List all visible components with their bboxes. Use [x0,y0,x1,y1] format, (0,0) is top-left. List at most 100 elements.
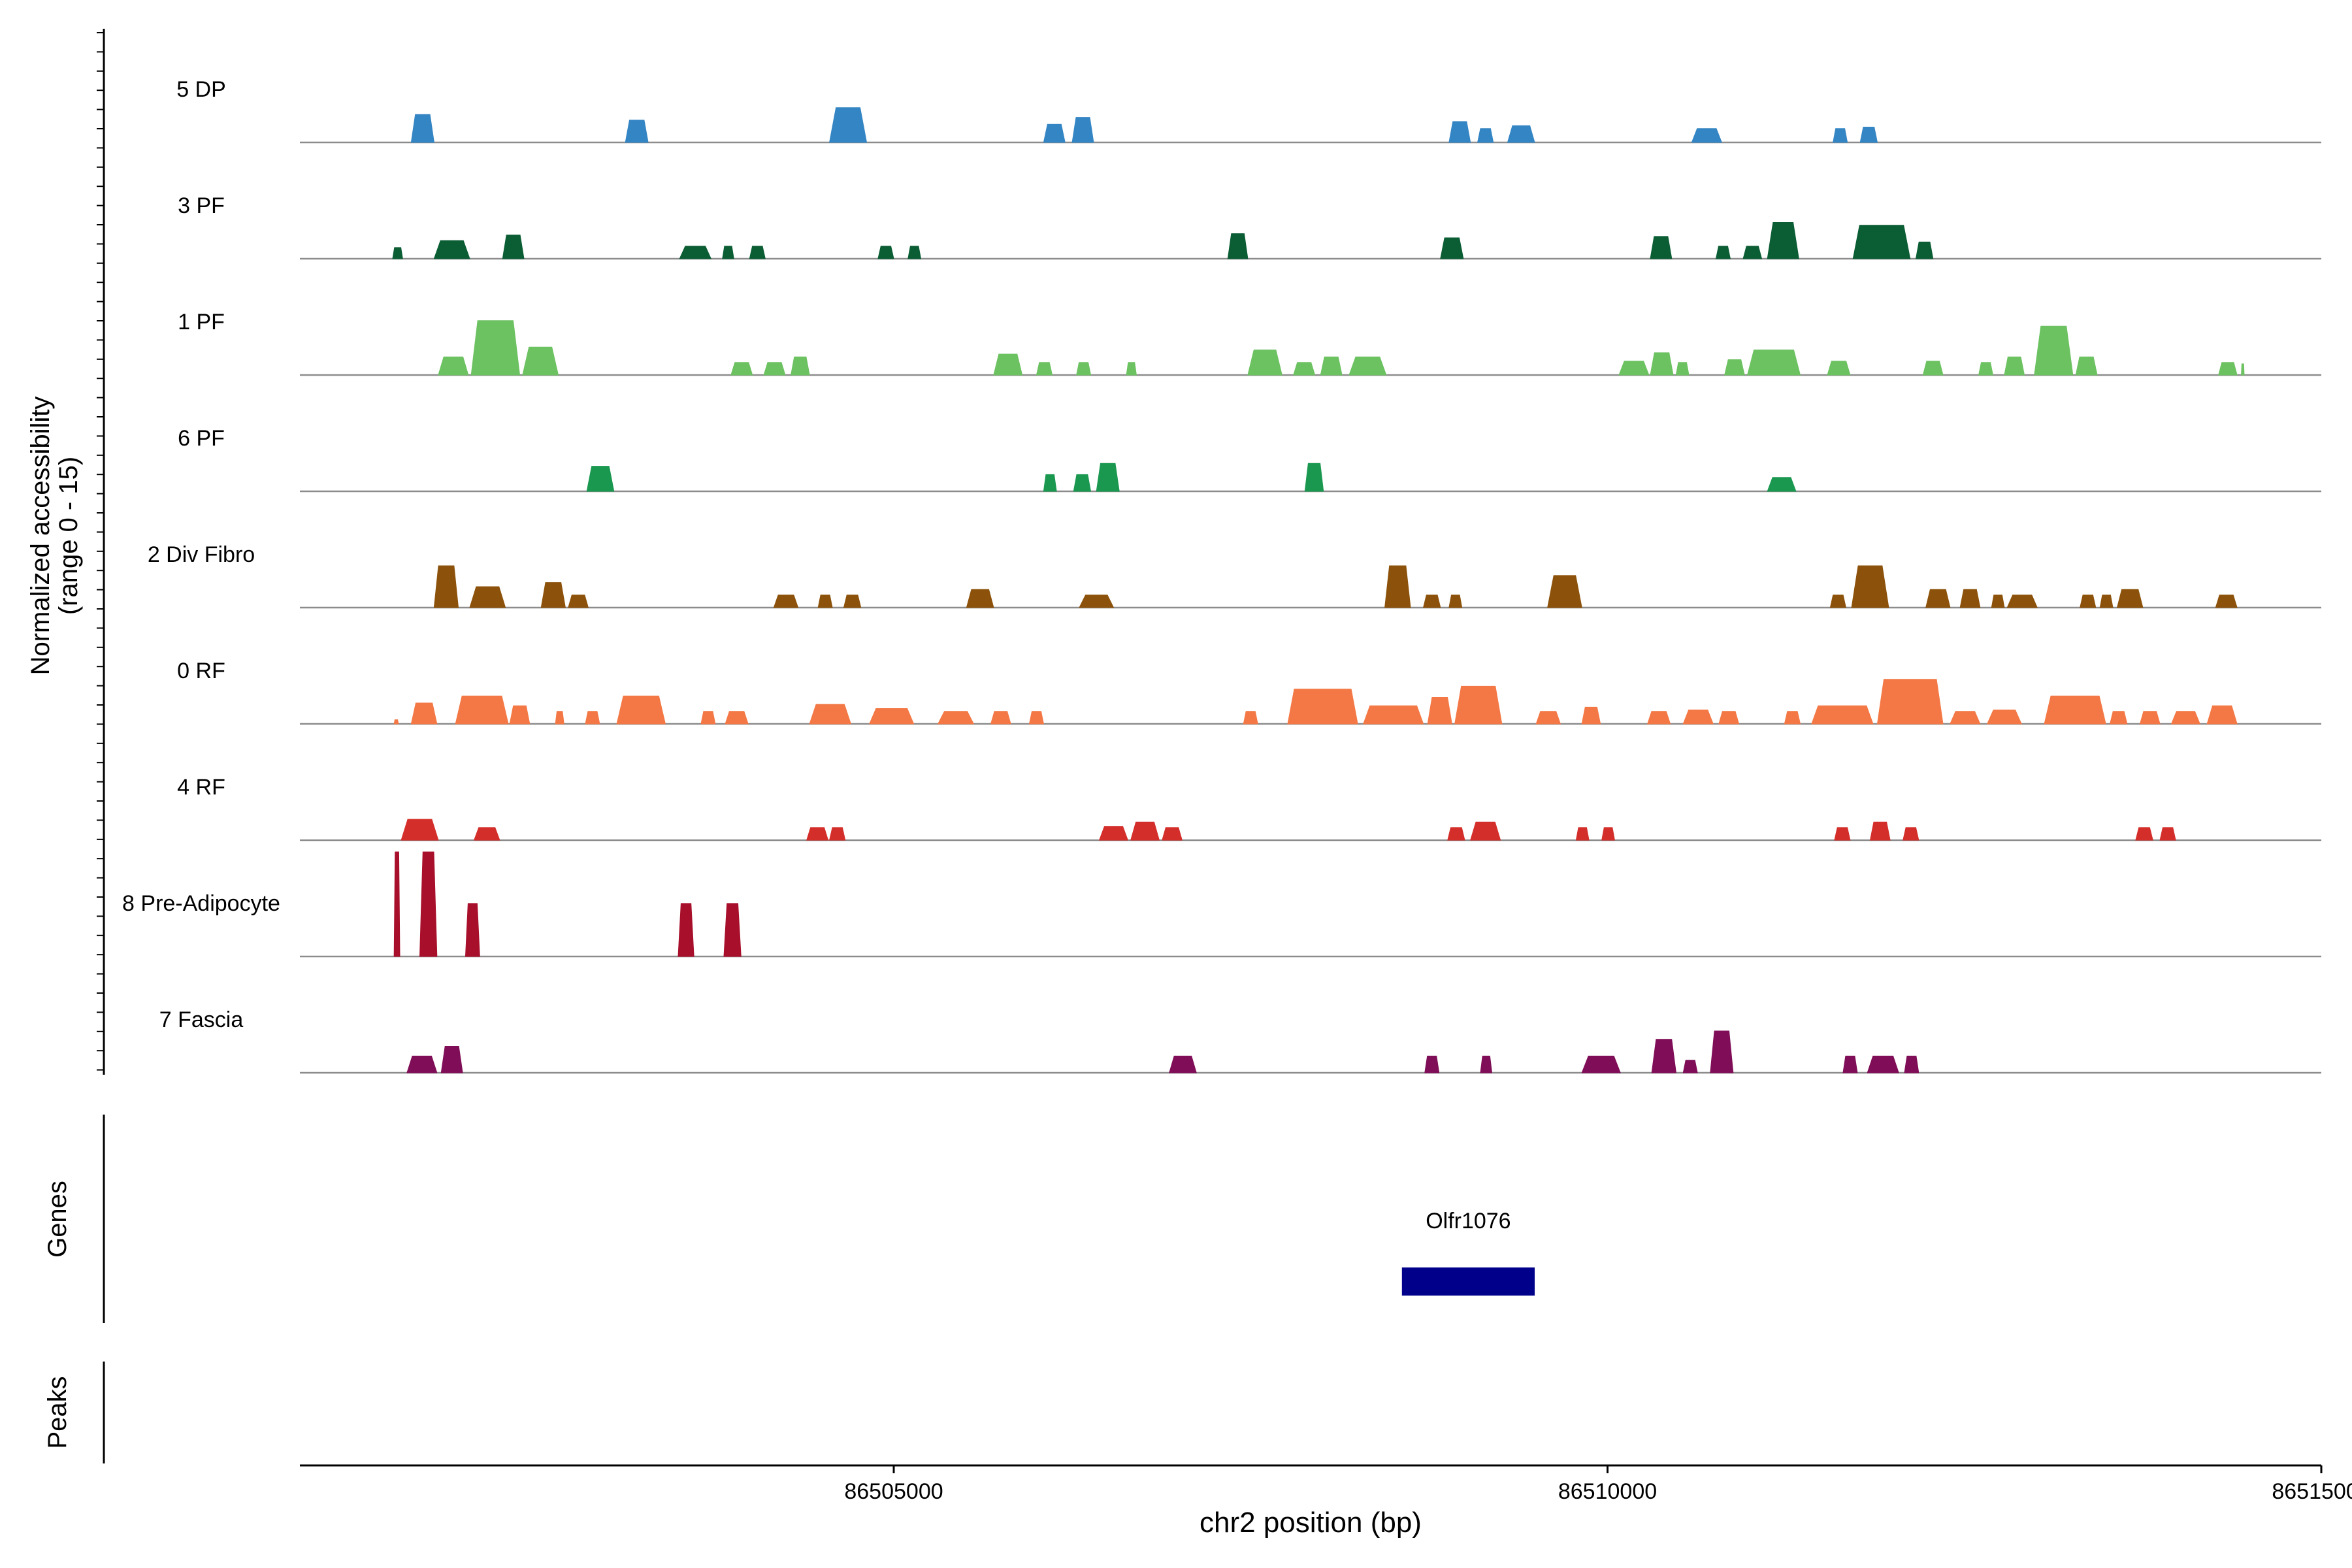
coverage-peak [1424,1055,1440,1073]
track-label: 3 PF [178,193,225,218]
coverage-peak [1867,1055,1899,1073]
coverage-peak [1043,474,1057,492]
coverage-peak [1547,575,1582,608]
coverage-peak [817,595,833,608]
coverage-peak [1618,361,1650,376]
coverage-peak [393,851,400,957]
track: 2 Div Fibro [148,542,2321,609]
coverage-peak [2159,827,2176,841]
coverage-peak [678,903,694,957]
coverage-peak [1991,595,2005,608]
coverage-peak [455,695,509,725]
track: 5 DP [176,77,2321,144]
coverage-peak [1675,362,1690,376]
coverage-peak [937,711,975,725]
genes-track: Olfr1076 [1401,1209,1535,1296]
x-axis-label: chr2 position (bp) [1200,1507,1422,1539]
coverage-peak [440,1046,463,1073]
coverage-peak [1427,697,1452,725]
coverage-peak [993,353,1023,376]
coverage-peak [1028,711,1045,725]
coverage-peak [1320,356,1343,376]
coverage-peak [400,819,439,841]
coverage-peak [1959,589,1981,608]
x-tick-label: 86515000 [2272,1479,2352,1504]
coverage-peak [1833,128,1848,143]
coverage-peak [1710,1030,1734,1073]
track: 1 PF [178,310,2321,376]
coverage-peak [2109,711,2128,725]
coverage-peak [990,711,1011,725]
coverage-peak [568,595,589,608]
coverage-peak [2116,589,2144,608]
coverage-peak [2170,711,2201,725]
peaks-track-label: Peaks [43,1376,72,1448]
coverage-peak [1227,233,1249,259]
coverage-peak [2241,363,2245,376]
coverage-peak [877,246,894,259]
coverage-peak [1073,474,1092,492]
coverage-peak [1243,711,1258,725]
coverage-peak [1422,595,1441,608]
gene-body [1401,1267,1535,1296]
coverage-peak [1507,125,1535,143]
coverage-peak [1130,821,1160,841]
coverage-peak [1851,565,1889,608]
coverage-peak [1162,827,1183,841]
coverage-peak [1480,1055,1493,1073]
coverage-peak [907,246,922,259]
coverage-peak [1834,827,1851,841]
coverage-peak [1036,362,1053,376]
coverage-peak [1126,362,1137,376]
coverage-peak [1169,1055,1197,1073]
coverage-peak [465,903,480,957]
coverage-peak [2044,695,2106,725]
coverage-peak [2006,595,2038,608]
coverage-peak [470,320,521,376]
coverage-peak [509,705,531,725]
track-label: 7 Fascia [159,1007,244,1032]
coverage-peak [393,719,399,725]
coverage-peak [1852,225,1911,259]
coverage-peak [1076,362,1092,376]
coverage-peak [1448,595,1463,608]
coverage-peak [1784,711,1801,725]
coverage-peak [869,708,915,725]
coverage-peak [1842,1055,1858,1073]
coverage-peak [473,827,500,841]
coverage-peak [749,246,766,259]
coverage-peak [616,695,666,725]
coverage-peak [1470,821,1501,841]
coverage-peak [828,107,868,143]
coverage-peak [1647,711,1671,725]
coverage-peak [790,356,810,376]
coverage-peak [433,240,470,259]
coverage-peak [2215,595,2238,608]
track: 4 RF [177,775,2321,841]
coverage-peak [1601,827,1615,841]
coverage-peak [1651,1039,1676,1073]
coverage-peak [725,711,749,725]
coverage-peak [522,346,559,376]
gene-label: Olfr1076 [1426,1209,1511,1233]
coverage-peak [1904,1055,1919,1073]
coverage-peak [438,356,469,376]
coverage-peak [1859,127,1878,143]
coverage-peak [1925,589,1951,608]
coverage-peak [806,827,829,841]
track: 6 PF [178,426,2321,493]
coverage-peak [1715,246,1731,259]
coverage-peak [679,246,712,259]
coverage-tracks: 5 DP 3 PF 1 PF 6 PF 2 Div Fibro 0 RF 4 RF 8 Pre… [122,77,2321,1074]
coverage-peak [1440,237,1464,259]
coverage-peak [502,235,525,259]
coverage-peak [1915,241,1934,259]
coverage-peak [966,589,994,608]
coverage-peak [723,903,742,957]
coverage-peak [1903,827,1919,841]
coverage-peak [1043,123,1066,143]
track: 3 PF [178,193,2321,260]
coverage-peak [2206,705,2238,725]
coverage-peak [1682,1060,1698,1073]
coverage-peak [410,114,434,143]
